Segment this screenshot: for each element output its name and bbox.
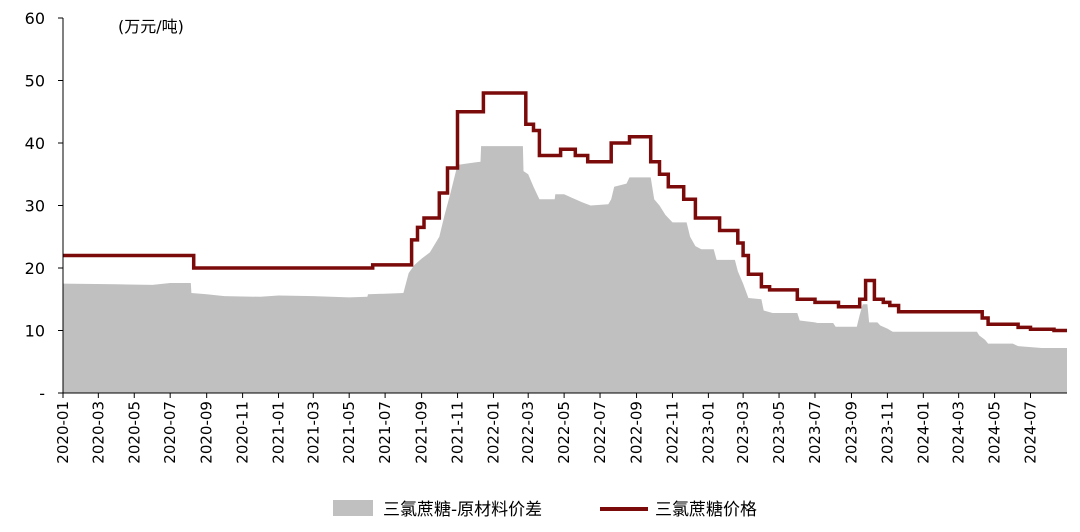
legend-label-price: 三氯蔗糖价格: [655, 500, 757, 520]
x-tick-label: 2020-05: [125, 401, 143, 464]
legend: 三氯蔗糖-原材料价差 三氯蔗糖价格: [333, 500, 757, 520]
y-tick-label: 50: [25, 72, 45, 91]
y-axis-ticks: - 10 20 30 40 50 60: [25, 9, 63, 403]
x-tick-label: 2023-03: [734, 401, 752, 464]
x-tick-label: 2020-01: [54, 401, 72, 464]
y-tick-label: 60: [25, 9, 45, 28]
x-tick-label: 2020-07: [161, 401, 179, 464]
x-tick-label: 2021-03: [304, 401, 322, 464]
x-tick-label: 2021-05: [340, 401, 358, 464]
y-tick-label: 30: [25, 197, 45, 216]
x-tick-label: 2024-01: [914, 401, 932, 464]
x-tick-label: 2023-11: [878, 401, 896, 464]
x-tick-label: 2023-01: [699, 401, 717, 464]
x-tick-label: 2024-07: [1021, 401, 1039, 464]
y-tick-label: 10: [25, 322, 45, 341]
plot-area: [63, 93, 1067, 393]
x-tick-label: 2022-11: [663, 401, 681, 464]
x-tick-label: 2024-03: [950, 401, 968, 464]
legend-swatch-spread: [333, 500, 373, 516]
x-tick-label: 2021-01: [270, 401, 288, 464]
y-tick-label: 40: [25, 134, 45, 153]
y-tick-label: -: [39, 384, 45, 403]
y-tick-label: 20: [25, 259, 45, 278]
x-tick-label: 2022-03: [519, 401, 537, 464]
x-tick-label: 2023-09: [842, 401, 860, 464]
x-tick-label: 2022-09: [628, 401, 646, 464]
x-tick-label: 2020-11: [234, 401, 252, 464]
x-tick-label: 2022-01: [484, 401, 502, 464]
x-tick-label: 2021-09: [413, 401, 431, 464]
x-tick-label: 2021-07: [376, 401, 394, 464]
x-tick-label: 2023-05: [770, 401, 788, 464]
x-tick-label: 2024-05: [986, 401, 1004, 464]
x-tick-label: 2023-07: [806, 401, 824, 464]
x-axis-ticks: 2020-01 2020-03 2020-05 2020-07 2020-09 2020-…: [54, 393, 1039, 464]
x-tick-label: 2021-11: [449, 401, 467, 464]
x-tick-label: 2020-09: [198, 401, 216, 464]
legend-label-spread: 三氯蔗糖-原材料价差: [383, 500, 542, 520]
x-tick-label: 2022-07: [591, 401, 609, 464]
unit-label: (万元/吨): [118, 17, 184, 36]
x-tick-label: 2020-03: [89, 401, 107, 464]
x-tick-label: 2022-05: [555, 401, 573, 464]
